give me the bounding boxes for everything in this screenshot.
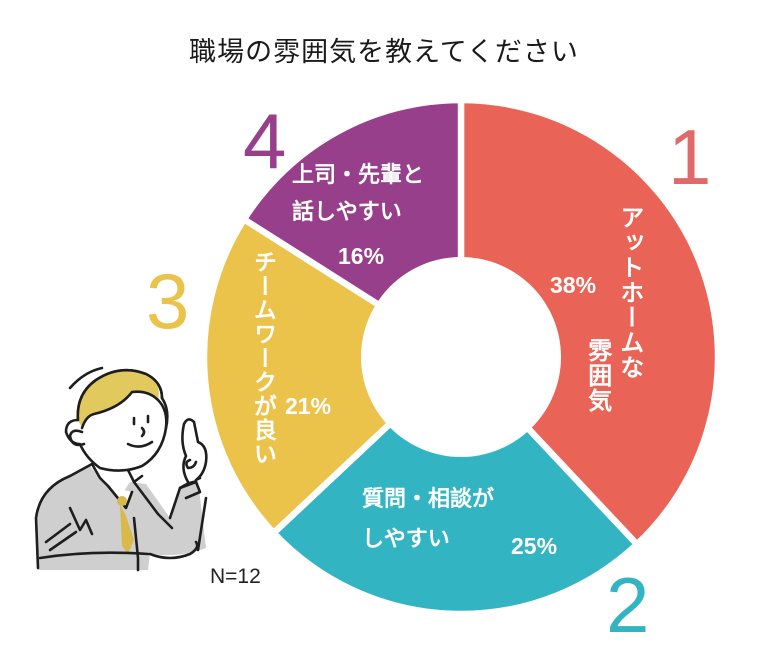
slice-2-label-line1: 質問・相談が <box>362 487 495 512</box>
slice-4-label-line2: 話しやすい <box>292 200 402 225</box>
chart-title: 職場の雰囲気を教えてください <box>189 37 579 68</box>
rank-3-number: 3 <box>146 257 190 345</box>
rank-2-number: 2 <box>606 561 650 649</box>
slice-1-label-line1: アットホームな <box>615 205 644 380</box>
slice-2-percent: 25% <box>511 533 558 559</box>
slice-4-label-line1: 上司・先輩と <box>292 163 425 188</box>
slice-4-percent: 16% <box>338 243 385 269</box>
rank-1-number: 1 <box>668 113 712 201</box>
slice-3-label: チームワークが良い <box>249 250 276 466</box>
slice-2 <box>269 352 642 618</box>
donut-hole <box>361 257 561 457</box>
slice-1-label-line2: 雰囲気 <box>583 338 612 413</box>
sample-size-label: N=12 <box>210 565 261 588</box>
rank-4-number: 4 <box>243 97 287 185</box>
businessman-illustration-icon <box>34 366 208 572</box>
slice-1-percent: 38% <box>550 272 597 298</box>
slice-2-label-line2: しやすい <box>362 527 450 552</box>
slice-3 <box>200 214 467 538</box>
slice-3-percent: 21% <box>285 393 332 419</box>
